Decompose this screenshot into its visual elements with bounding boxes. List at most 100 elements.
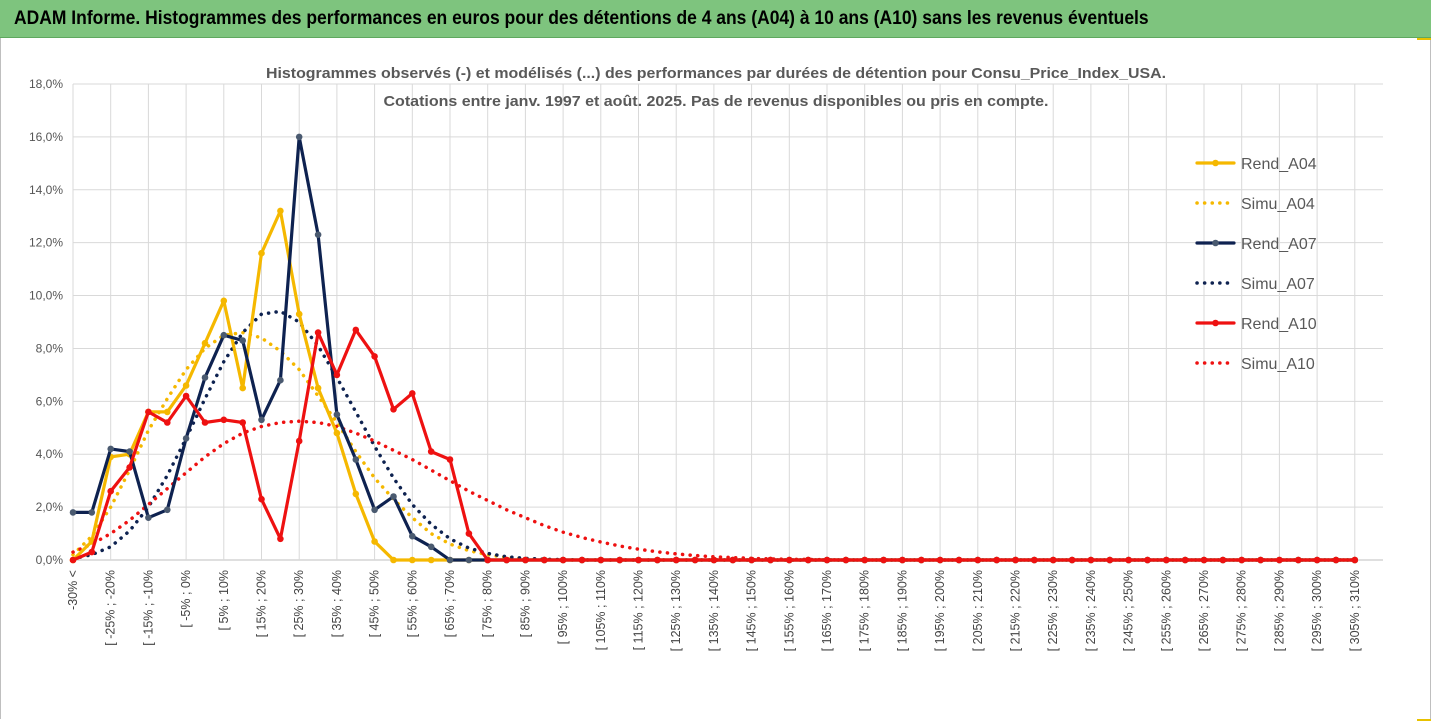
x-tick-label: [ 235% ; 240% (1084, 570, 1098, 651)
data-point-rend-a10 (239, 419, 246, 426)
data-point-rend-a10 (258, 495, 265, 503)
x-tick-label: [ 75% ; 80% (481, 570, 495, 637)
data-point-rend-a10 (1276, 556, 1283, 564)
banner-title: ADAM Informe. Histogrammes des performan… (14, 8, 1149, 29)
x-tick-label: [ 225% ; 230% (1046, 570, 1060, 651)
data-point-rend-a10 (597, 556, 605, 564)
data-point-rend-a07 (409, 532, 416, 540)
data-point-rend-a10 (1351, 556, 1359, 564)
data-point-rend-a10 (1295, 556, 1302, 564)
x-tick-label: [ 255% ; 260% (1159, 570, 1173, 651)
data-point-rend-a04 (258, 249, 265, 257)
x-tick-label: [ 245% ; 250% (1122, 570, 1136, 651)
data-point-rend-a07 (145, 514, 152, 521)
data-point-rend-a10 (578, 556, 586, 564)
data-point-rend-a10 (654, 556, 661, 564)
data-point-rend-a10 (164, 419, 171, 426)
data-point-rend-a10 (145, 408, 152, 416)
x-tick-label: -30% < (66, 570, 80, 610)
y-tick-label: 8,0% (36, 341, 64, 355)
data-point-rend-a10 (691, 556, 699, 564)
data-point-rend-a10 (710, 556, 718, 564)
data-point-rend-a10 (295, 437, 303, 445)
data-point-rend-a07 (201, 374, 209, 381)
x-tick-label: [ -15% ; -10% (141, 570, 155, 646)
data-point-rend-a04 (295, 310, 303, 318)
data-point-rend-a10 (1313, 556, 1321, 564)
x-tick-label: [ 165% ; 170% (820, 570, 834, 651)
data-point-rend-a10 (352, 326, 360, 334)
legend-label-simu-a10: Simu_A10 (1241, 356, 1315, 373)
data-point-rend-a10 (503, 556, 510, 564)
data-point-rend-a10 (993, 556, 1000, 564)
data-point-rend-a10 (126, 464, 133, 471)
data-point-rend-a10 (107, 487, 114, 495)
x-tick-label: [ 55% ; 60% (405, 570, 419, 637)
data-point-rend-a04 (371, 538, 378, 545)
x-tick-label: [ 195% ; 200% (933, 570, 947, 651)
x-tick-label: [ 295% ; 300% (1310, 570, 1324, 651)
data-point-rend-a04 (352, 490, 360, 498)
x-tick-label: [ 145% ; 150% (745, 570, 759, 651)
data-point-rend-a04 (201, 339, 209, 347)
data-point-rend-a04 (390, 556, 397, 564)
x-tick-label: [ 85% ; 90% (518, 570, 532, 637)
header-banner: ADAM Informe. Histogrammes des performan… (0, 0, 1431, 38)
data-point-rend-a10 (1219, 556, 1227, 564)
data-point-rend-a04 (277, 207, 284, 215)
x-tick-label: [ 175% ; 180% (858, 570, 872, 651)
y-tick-label: 4,0% (36, 447, 64, 461)
data-point-rend-a10 (1144, 556, 1151, 564)
data-point-rend-a10 (1163, 556, 1170, 564)
data-point-rend-a10 (522, 556, 529, 564)
data-point-rend-a10 (1257, 556, 1264, 564)
data-point-rend-a10 (201, 419, 209, 426)
data-point-rend-a10 (1106, 556, 1114, 564)
y-tick-label: 2,0% (36, 500, 64, 514)
data-point-rend-a10 (748, 556, 755, 564)
x-tick-label: [ 305% ; 310% (1348, 570, 1362, 651)
data-point-rend-a10 (616, 556, 623, 564)
legend-label-simu-a07: Simu_A07 (1241, 276, 1315, 293)
data-point-rend-a07 (126, 448, 133, 455)
legend-label-rend-a04: Rend_A04 (1241, 156, 1317, 173)
x-tick-label: [ 285% ; 290% (1272, 570, 1286, 651)
data-point-rend-a10 (1012, 556, 1019, 564)
data-point-rend-a07 (220, 331, 228, 339)
x-tick-label: [ 125% ; 130% (669, 570, 683, 651)
data-point-rend-a10 (1181, 556, 1189, 564)
x-tick-label: [ 215% ; 220% (1009, 570, 1023, 651)
y-tick-label: 10,0% (29, 289, 63, 303)
data-point-rend-a10 (786, 556, 793, 564)
data-point-rend-a07 (88, 509, 96, 516)
y-tick-label: 14,0% (29, 183, 63, 197)
data-point-rend-a07 (164, 506, 171, 514)
x-tick-label: [ 5% ; 10% (217, 570, 231, 630)
legend-marker-rend-a10 (1212, 319, 1219, 327)
x-tick-label: [ 115% ; 120% (632, 570, 646, 650)
y-tick-label: 0,0% (36, 553, 64, 567)
data-point-rend-a10 (1068, 556, 1076, 564)
data-point-rend-a07 (239, 337, 246, 344)
data-point-rend-a04 (220, 297, 228, 305)
data-point-rend-a07 (314, 231, 322, 238)
data-point-rend-a10 (182, 392, 190, 400)
legend-marker-rend-a04 (1212, 159, 1219, 167)
chart-area: 0,0% 2,0% 4,0% 6,0% 8,0% 10,0% 12,0% 14,0% 16,0%… (0, 38, 1431, 719)
data-point-rend-a07 (107, 445, 114, 453)
y-tick-label: 12,0% (29, 236, 63, 250)
selection-corner-top-right[interactable] (1417, 38, 1431, 54)
x-tick-label: [ 265% ; 270% (1197, 570, 1211, 651)
y-tick-label: 18,0% (29, 77, 63, 91)
data-point-rend-a07 (182, 435, 190, 442)
legend-marker-rend-a07 (1212, 239, 1219, 247)
data-point-rend-a04 (427, 556, 435, 564)
x-tick-label: [ 135% ; 140% (707, 570, 721, 651)
chart-title: Histogrammes observés (-) et modélisés (… (266, 65, 1166, 82)
data-point-rend-a10 (559, 556, 567, 564)
data-point-rend-a04 (164, 408, 171, 416)
data-point-rend-a07 (69, 509, 77, 516)
data-point-rend-a04 (314, 384, 322, 392)
data-point-rend-a10 (390, 406, 397, 413)
x-tick-label: [ 65% ; 70% (443, 570, 457, 637)
